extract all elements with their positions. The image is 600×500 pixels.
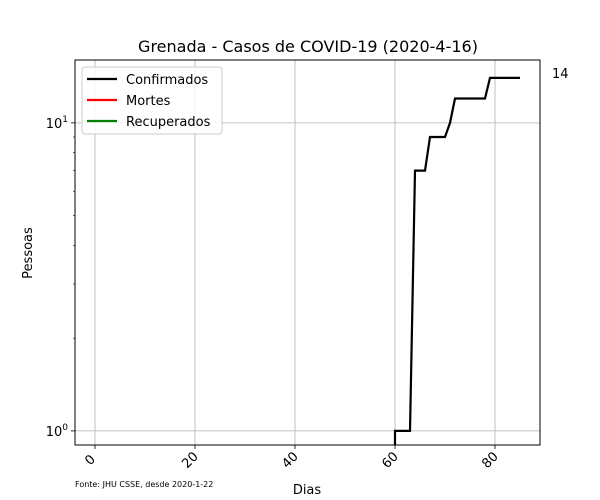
y-axis-label: Pessoas [21,227,36,279]
legend-box [81,66,223,135]
last-value-annotation: 14 [552,67,569,82]
series-lines [393,76,520,445]
x-axis-label: Dias [293,483,322,498]
source-note: Fonte: JHU CSSE, desde 2020-1-22 [75,480,213,489]
legend-label: Recuperados [126,115,211,130]
chart-title: Grenada - Casos de COVID-19 (2020-4-16) [138,37,478,56]
y-tick-label: 101 [46,115,68,132]
legend-label: Confirmados [126,73,208,88]
legend-label: Mortes [126,94,171,109]
plot-frame [74,59,541,446]
y-tick-label: 100 [46,423,69,440]
series-line [393,76,520,445]
legend: Confirmados Mortes Recuperados [81,66,223,135]
